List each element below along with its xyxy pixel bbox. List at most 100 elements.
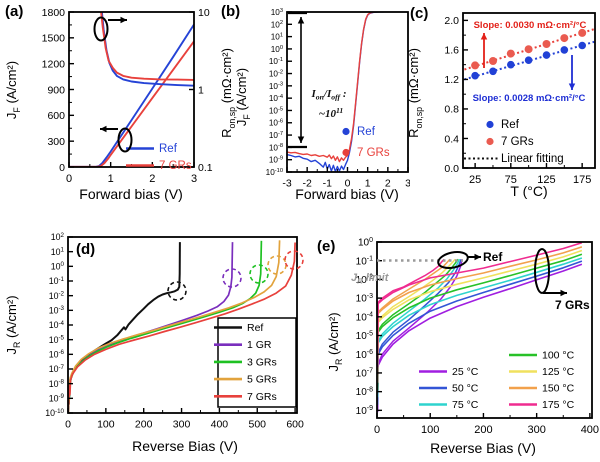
x-tick-label: 75 — [505, 174, 517, 186]
panel-b-letter: (b) — [221, 3, 241, 20]
arrow-head — [568, 83, 576, 90]
x-tick-label: 0 — [345, 178, 351, 190]
y-tick-label: 10-4 — [269, 94, 283, 103]
x-tick-label: 1 — [108, 173, 114, 185]
y-tick-label: 10 — [198, 7, 210, 19]
x-tick-label: 400 — [581, 424, 599, 436]
arrow-head — [480, 33, 488, 40]
data-point-7grs — [542, 40, 551, 48]
y-tick-label: 1500 — [42, 33, 66, 45]
annotation-dashed-circle — [222, 268, 242, 288]
data-point-7grs — [506, 49, 515, 58]
y-tick-label: 103 — [271, 8, 283, 17]
annotation-text: Ion/Ioff : — [311, 88, 347, 101]
annotation-text: 7 GRs — [555, 298, 590, 312]
legend-label: Ref — [247, 322, 263, 334]
y-tick-label: 10-3 — [356, 293, 373, 305]
plot-background — [287, 12, 408, 172]
y-tick-label: 10-1 — [269, 57, 283, 66]
y-tick-label: 10-2 — [356, 274, 373, 286]
arrow-head — [297, 136, 305, 143]
y-tick-label: 10-1 — [49, 276, 65, 286]
x-tick-label: 300 — [527, 424, 545, 436]
y-tick-label: 0.0 — [444, 163, 459, 175]
annotation-dashed-circle — [167, 281, 187, 301]
plot-background — [377, 242, 592, 418]
annotation-text: Slope: 0.0028 mΩ·cm²/°C — [473, 93, 586, 104]
plot-frame — [376, 241, 593, 419]
x-tick-label: 200 — [474, 424, 492, 436]
data-point-7grs — [471, 61, 480, 70]
x-tick-label: 125 — [537, 174, 555, 186]
panel-c-x-axis-label: T (°C) — [510, 183, 548, 199]
legend-label: 125 °C — [542, 366, 575, 378]
y-tick-label: 0.4 — [444, 133, 459, 145]
y-tick-label: 10-9 — [356, 405, 373, 417]
y-tick-label: 10-7 — [356, 368, 373, 380]
annotation-dashed-circle — [284, 250, 304, 270]
y-tick-label: 10-2 — [269, 69, 283, 78]
y-tick-label: 1.6 — [444, 45, 459, 57]
y-tick-label: 1.2 — [444, 74, 459, 86]
panel-e: 0 100 200 300 400 100 10-1 10-2 10-3 10-4 10-5 10-6… — [315, 230, 600, 462]
y-tick-label: 10-5 — [49, 334, 65, 344]
panel-c-letter: (c) — [410, 5, 429, 22]
x-tick-label: 2 — [385, 178, 391, 190]
data-point-ref — [578, 41, 586, 50]
x-tick-label: 600 — [286, 419, 304, 431]
y-tick-label: 10-10 — [45, 408, 64, 418]
legend-label: Linear fitting — [501, 153, 564, 165]
y-tick-label: 102 — [51, 232, 65, 242]
series-7grs — [68, 242, 296, 413]
arrow-head — [297, 17, 305, 24]
x-tick-label: 400 — [211, 419, 229, 431]
series-group — [68, 240, 296, 413]
series-ref-100 — [377, 258, 459, 391]
panel-a-letter: (a) — [5, 3, 24, 20]
x-tick-label: 0 — [66, 173, 72, 185]
y-tick-label: 101 — [51, 246, 65, 256]
y-tick-label: 10-6 — [356, 349, 373, 361]
y-tick-label: 10-9 — [49, 393, 65, 403]
x-tick-label: 25 — [469, 174, 481, 186]
legend-swatch-Ref — [486, 120, 494, 129]
legend-label: 7 GRs — [357, 147, 390, 159]
series-7grs — [287, 12, 398, 163]
y-tick-label: 300 — [47, 136, 65, 148]
y-tick-label: 10-7 — [269, 131, 283, 140]
data-point-ref — [542, 51, 551, 59]
data-point-7grs — [524, 45, 533, 54]
panel-c: 25 75 125 175 0.0 0.4 0.8 1.2 1.6 2.0 Ref 7 GRs Line… — [402, 0, 600, 230]
annotation-ellipse — [534, 248, 550, 294]
legend-label: 100 °C — [542, 350, 575, 362]
legend-label: 7 GRs — [159, 160, 192, 172]
annotation-ellipse — [93, 16, 109, 42]
panel-a-y-axis-label: JF (A/cm²) — [4, 60, 22, 120]
y-tick-label: 600 — [47, 110, 65, 122]
x-tick-label: 3 — [405, 178, 410, 190]
data-point-7grs — [489, 57, 497, 65]
annotation-text: ~1011 — [319, 106, 344, 120]
arrow-head — [100, 125, 107, 133]
series-7grs-75 — [377, 257, 583, 398]
y-tick-label: 2.0 — [444, 15, 459, 27]
y-tick-label: 10-10 — [266, 168, 283, 177]
series-ref-50 — [377, 258, 462, 405]
arrow-head — [560, 289, 567, 297]
data-point-ref — [560, 46, 569, 54]
y-tick-label: 0.8 — [444, 104, 459, 116]
panel-e-y-axis-label: JR (A/cm²) — [326, 312, 344, 372]
legend-label: Ref — [501, 119, 520, 131]
y-tick-label: 10-4 — [356, 312, 373, 324]
y-tick-label: 10-8 — [269, 143, 283, 152]
y-tick-label: 900 — [47, 84, 65, 96]
y-tick-label: 102 — [271, 20, 283, 29]
panel-e-letter: (e) — [317, 238, 336, 255]
arrow-head — [120, 16, 127, 24]
panel-e-x-axis-label: Reverse Bias (V) — [430, 440, 536, 456]
legend-label: 7 GRs — [247, 391, 277, 403]
panel-a: 0 1 2 3 0 300 600 900 1200 1500 1800 10 1 0.1 Ref 7 GRs… — [0, 0, 240, 230]
x-tick-label: 3 — [191, 173, 197, 185]
y-tick-label: 10-3 — [49, 305, 65, 315]
